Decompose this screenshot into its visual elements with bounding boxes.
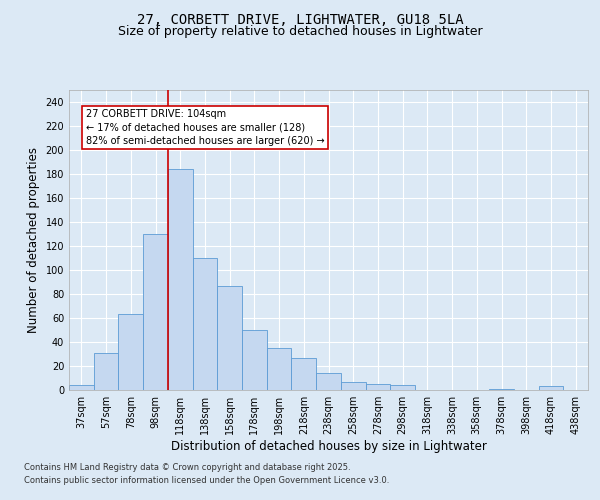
Text: 27, CORBETT DRIVE, LIGHTWATER, GU18 5LA: 27, CORBETT DRIVE, LIGHTWATER, GU18 5LA — [137, 12, 463, 26]
Text: 27 CORBETT DRIVE: 104sqm
← 17% of detached houses are smaller (128)
82% of semi-: 27 CORBETT DRIVE: 104sqm ← 17% of detach… — [86, 109, 325, 146]
Bar — [341, 382, 365, 390]
Bar — [118, 314, 143, 390]
Bar — [365, 384, 390, 390]
Bar — [242, 330, 267, 390]
Bar — [489, 389, 514, 390]
Text: Contains HM Land Registry data © Crown copyright and database right 2025.: Contains HM Land Registry data © Crown c… — [24, 462, 350, 471]
Bar — [316, 373, 341, 390]
Bar — [267, 348, 292, 390]
Bar — [292, 358, 316, 390]
Bar — [539, 386, 563, 390]
Bar — [94, 353, 118, 390]
Bar — [193, 258, 217, 390]
Text: Size of property relative to detached houses in Lightwater: Size of property relative to detached ho… — [118, 25, 482, 38]
Bar — [217, 286, 242, 390]
Bar — [168, 169, 193, 390]
Bar — [69, 385, 94, 390]
Y-axis label: Number of detached properties: Number of detached properties — [27, 147, 40, 333]
X-axis label: Distribution of detached houses by size in Lightwater: Distribution of detached houses by size … — [170, 440, 487, 453]
Bar — [390, 385, 415, 390]
Text: Contains public sector information licensed under the Open Government Licence v3: Contains public sector information licen… — [24, 476, 389, 485]
Bar — [143, 234, 168, 390]
